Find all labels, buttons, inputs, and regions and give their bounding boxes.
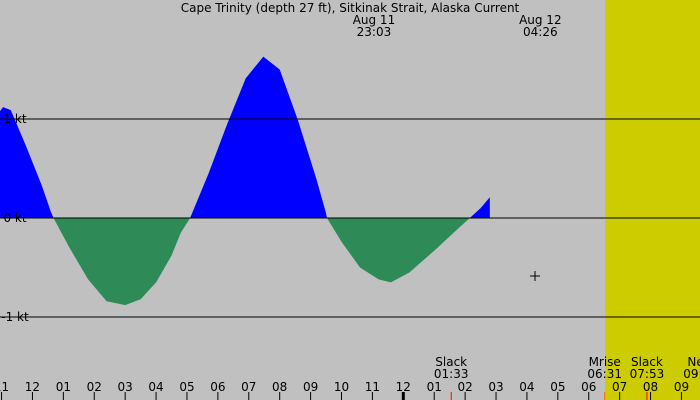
daylight-band — [605, 0, 700, 400]
hour-tick-label: 04 — [148, 380, 163, 394]
hour-tick-label: 05 — [179, 380, 194, 394]
bottom-event-time: 01:33 — [434, 367, 469, 381]
bottom-event-time: 06:31 — [587, 367, 622, 381]
hour-tick-label: 04 — [519, 380, 534, 394]
hour-tick-label: 02 — [457, 380, 472, 394]
hour-tick-label: 02 — [87, 380, 102, 394]
chart-title: Cape Trinity (depth 27 ft), Sitkinak Str… — [181, 1, 520, 15]
hour-tick-label: 07 — [241, 380, 256, 394]
bottom-event-label: Slack — [631, 355, 663, 369]
hour-tick-label: 11 — [365, 380, 380, 394]
hour-tick-label: 11 — [0, 380, 9, 394]
flood-area — [469, 197, 490, 218]
hour-tick-label: 06 — [210, 380, 225, 394]
y-axis-labels: 1 kt 0 kt -1 kt — [1, 112, 29, 324]
ebb-area — [327, 218, 470, 283]
hour-tick-label: 10 — [334, 380, 349, 394]
hour-tick-label: 09 — [303, 380, 318, 394]
bottom-event-label: Mrise — [589, 355, 621, 369]
current-time-marker — [530, 271, 540, 281]
flood-area — [190, 56, 327, 218]
hour-tick-label: 08 — [643, 380, 658, 394]
bottom-event-label: New — [687, 355, 700, 369]
flood-area — [0, 107, 54, 218]
hour-tick-label: 05 — [550, 380, 565, 394]
bottom-event-time: 07:53 — [630, 367, 665, 381]
bottom-event-label: Slack — [435, 355, 467, 369]
hour-axis: 11 12 01 02 03 04 05 06 07 08 09 10 11 12 01 02 03 04 05 06… — [0, 380, 689, 400]
hour-tick-label: 07 — [612, 380, 627, 394]
top-event-time: 23:03 — [357, 25, 392, 39]
hour-tick-label: 08 — [272, 380, 287, 394]
ebb-area — [53, 218, 191, 306]
hour-tick-label: 12 — [396, 380, 411, 394]
top-event-time: 04:26 — [523, 25, 558, 39]
hour-tick-label: 01 — [427, 380, 442, 394]
gridlines — [0, 118, 700, 318]
current-areas — [0, 56, 490, 306]
hour-tick-label: 03 — [118, 380, 133, 394]
hour-tick-label: 09 — [674, 380, 689, 394]
top-event-date: Aug 12 — [519, 13, 562, 27]
hour-tick-label: 03 — [488, 380, 503, 394]
y-tick-label: -1 kt — [1, 310, 29, 324]
hour-tick-label: 06 — [581, 380, 596, 394]
bottom-event-labels: Slack01:33Mrise06:31Slack07:53New09:37Sl… — [434, 355, 700, 381]
hour-tick-label: 12 — [25, 380, 40, 394]
y-tick-label: 1 kt — [3, 112, 26, 126]
top-event-date: Aug 11 — [353, 13, 396, 27]
y-tick-label: 0 kt — [3, 211, 26, 225]
bottom-event-time: 09:37 — [683, 367, 700, 381]
hour-tick-label: 01 — [56, 380, 71, 394]
